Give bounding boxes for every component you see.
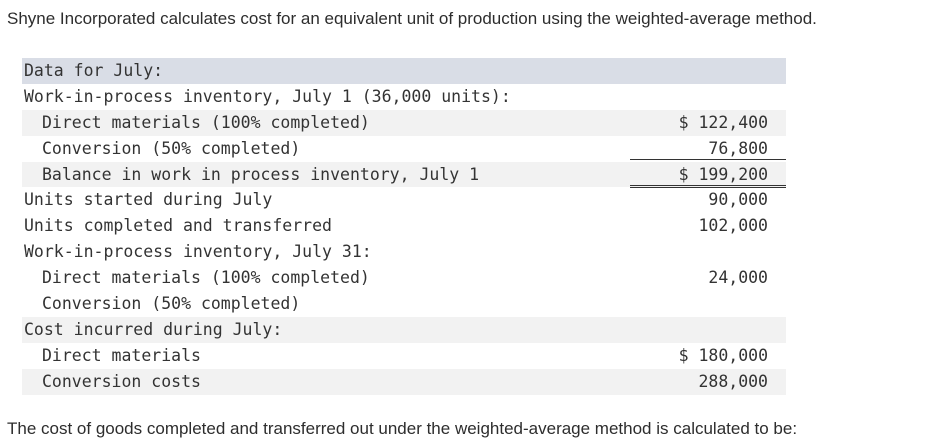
row-label: Work-in-process inventory, July 31: <box>24 242 372 262</box>
table-row: Direct materials $ 180,000 <box>22 343 786 369</box>
table-row: Direct materials (100% completed) $ 122,… <box>22 109 786 136</box>
row-value: 24,000 <box>708 268 768 288</box>
table-row: Work-in-process inventory, July 31: <box>22 239 786 265</box>
row-value: 76,800 <box>630 139 786 160</box>
problem-question: The cost of goods completed and transfer… <box>7 419 798 438</box>
table-header-row: Data for July: <box>22 58 786 84</box>
row-label: Work-in-process inventory, July 1 (36,00… <box>24 86 511 106</box>
row-label: Units started during July <box>24 190 273 210</box>
row-label: Balance in work in process inventory, Ju… <box>42 164 480 184</box>
row-label: Units completed and transferred <box>24 216 332 236</box>
row-label: Conversion (50% completed) <box>42 294 301 314</box>
row-value: 288,000 <box>698 371 768 391</box>
table-row: Direct materials (100% completed) 24,000 <box>22 265 786 291</box>
row-label: Conversion (50% completed) <box>42 138 301 158</box>
row-label: Direct materials <box>42 345 201 365</box>
row-value: 102,000 <box>698 216 768 236</box>
table-row: Cost incurred during July: <box>22 316 786 343</box>
row-label: Cost incurred during July: <box>24 319 283 339</box>
table-row: Conversion (50% completed) 76,800 <box>22 136 786 162</box>
table-row: Units started during July 90,000 <box>22 187 786 213</box>
row-label: Direct materials (100% completed) <box>42 268 370 288</box>
row-value: $ 199,200 <box>630 165 786 188</box>
data-table: Data for July: Work-in-process inventory… <box>22 58 786 395</box>
table-row: Work-in-process inventory, July 1 (36,00… <box>22 84 786 110</box>
row-label: Direct materials (100% completed) <box>42 112 370 132</box>
table-header: Data for July: <box>24 61 164 80</box>
row-value: $ 122,400 <box>678 112 768 132</box>
row-label: Conversion costs <box>42 371 201 391</box>
table-row: Conversion costs 288,000 <box>22 368 786 395</box>
table-row: Balance in work in process inventory, Ju… <box>22 161 786 188</box>
table-row: Conversion (50% completed) <box>22 291 786 317</box>
row-value: $ 180,000 <box>678 345 768 365</box>
table-row: Units completed and transferred 102,000 <box>22 213 786 239</box>
row-value: 90,000 <box>708 190 768 210</box>
problem-intro: Shyne Incorporated calculates cost for a… <box>7 9 817 28</box>
